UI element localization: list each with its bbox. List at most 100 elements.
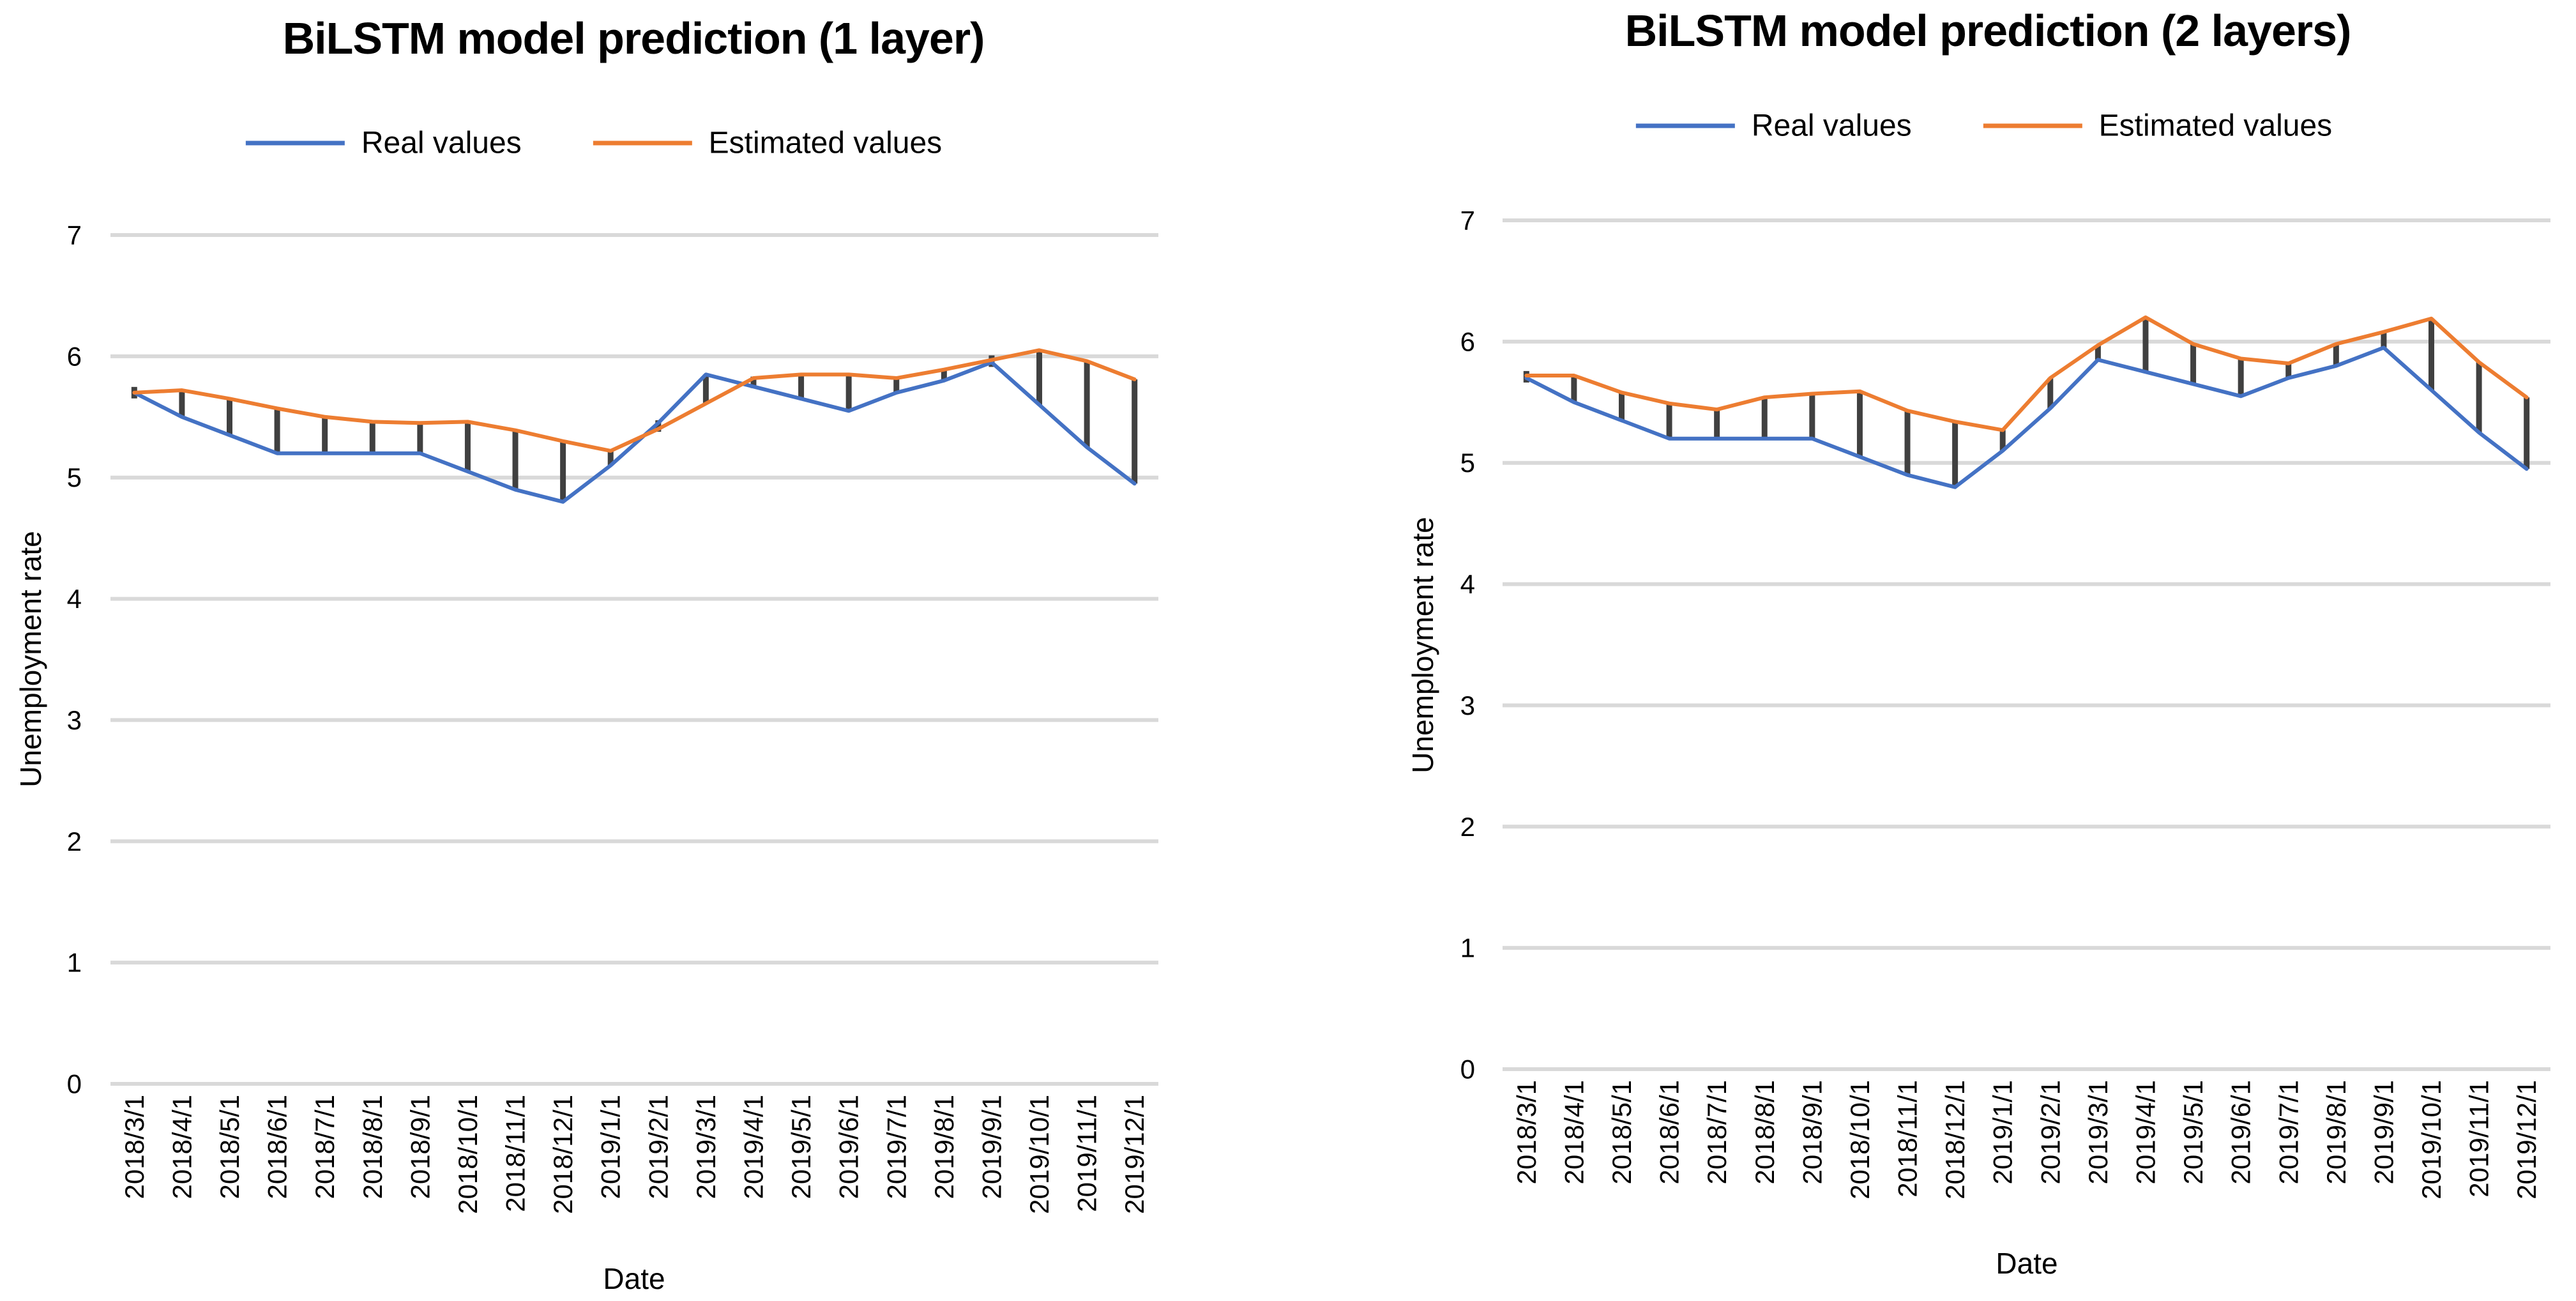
error-bar	[464, 422, 471, 472]
error-bar	[2095, 345, 2101, 360]
x-tick-label: 2018/11/1	[1893, 1080, 1923, 1198]
real-series-line-icon	[1635, 123, 1735, 128]
x-tick-label: 2019/6/1	[2226, 1080, 2256, 1185]
error-bar	[2333, 344, 2339, 366]
x-tick-label: 2019/9/1	[2368, 1080, 2398, 1185]
error-bar	[2238, 358, 2244, 397]
error-bar	[2428, 318, 2435, 390]
real-values-line	[132, 360, 1137, 504]
error-bar	[1809, 393, 1815, 439]
x-tick-label: 2018/6/1	[1655, 1080, 1685, 1185]
error-bar	[1714, 409, 1720, 439]
error-bar	[322, 416, 328, 453]
chart1-title: BiLSTM model prediction (1 layer)	[282, 13, 985, 63]
y-tick-label: 2	[1460, 812, 1475, 842]
x-tick-label: 2019/8/1	[2321, 1080, 2351, 1185]
x-tick-label: 2019/7/1	[2273, 1080, 2303, 1185]
x-tick-label: 2018/3/1	[119, 1095, 149, 1199]
error-bar	[1618, 392, 1625, 421]
error-bar	[512, 430, 519, 490]
legend-label-real: Real values	[1751, 109, 1912, 143]
y-tick-label: 1	[1460, 933, 1475, 963]
error-bar	[1952, 422, 1959, 487]
chart1-legend: Real values Estimated values	[245, 126, 943, 161]
legend-item-estimated: Estimated values	[593, 126, 943, 161]
error-bar	[560, 441, 566, 502]
x-tick-label: 2018/10/1	[453, 1095, 483, 1214]
x-tick-label: 2019/7/1	[881, 1095, 911, 1199]
x-tick-label: 2018/4/1	[1559, 1080, 1589, 1185]
y-tick-label: 0	[67, 1069, 82, 1099]
real-values-line	[1524, 346, 2529, 489]
y-tick-label: 4	[1460, 569, 1475, 599]
x-tick-label: 2018/10/1	[1845, 1080, 1875, 1199]
x-tick-label: 2018/7/1	[1702, 1080, 1732, 1185]
error-bar	[226, 399, 232, 436]
y-tick-label: 1	[67, 948, 82, 978]
legend-item-real: Real values	[1635, 109, 1912, 144]
error-bar	[1856, 391, 1863, 457]
error-bar	[1904, 411, 1911, 475]
error-bar	[1084, 361, 1090, 448]
y-tick-label: 6	[1460, 326, 1475, 356]
error-bar	[941, 369, 947, 381]
chart1-y-axis-title: Unemployment rate	[14, 531, 47, 787]
x-tick-label: 2018/8/1	[358, 1095, 388, 1199]
legend-label-estimated: Estimated values	[708, 126, 943, 160]
error-bar	[1999, 430, 2006, 451]
y-tick-label: 3	[1460, 690, 1475, 720]
y-tick-label: 7	[67, 220, 82, 250]
error-bar	[702, 374, 709, 404]
error-bar	[1666, 403, 1672, 439]
x-tick-label: 2019/6/1	[834, 1095, 864, 1199]
error-bar	[1761, 397, 1768, 439]
chart2-x-axis-title: Date	[1996, 1247, 2058, 1280]
error-bar	[1036, 350, 1043, 405]
x-tick-label: 2018/4/1	[167, 1095, 197, 1199]
y-tick-label: 3	[67, 705, 82, 735]
error-bar	[845, 374, 852, 411]
error-bar	[1132, 379, 1138, 484]
x-tick-label: 2019/2/1	[2035, 1080, 2065, 1185]
error-bar	[893, 378, 900, 393]
x-tick-label: 2019/12/1	[2512, 1080, 2542, 1199]
x-tick-label: 2019/8/1	[929, 1095, 959, 1199]
x-tick-label: 2019/5/1	[2178, 1080, 2208, 1185]
legend-item-estimated: Estimated values	[1983, 109, 2333, 144]
x-tick-label: 2019/9/1	[976, 1095, 1006, 1199]
legend-label-estimated: Estimated values	[2098, 109, 2333, 143]
estimated-series-line-icon	[593, 141, 692, 146]
x-tick-label: 2019/3/1	[2083, 1080, 2113, 1185]
x-tick-label: 2018/11/1	[501, 1095, 531, 1212]
x-tick-label: 2018/6/1	[262, 1095, 292, 1199]
x-tick-label: 2018/9/1	[1797, 1080, 1827, 1185]
x-tick-label: 2019/1/1	[596, 1095, 626, 1199]
error-bar	[369, 422, 375, 453]
y-tick-label: 5	[1460, 448, 1475, 478]
error-bar	[750, 376, 757, 388]
legend-item-real: Real values	[245, 126, 522, 161]
x-tick-label: 2018/5/1	[215, 1095, 245, 1199]
error-bar	[2142, 317, 2149, 372]
error-bar	[417, 423, 423, 453]
error-bar	[655, 420, 662, 432]
estimated-values-line	[132, 348, 1137, 453]
y-tick-label: 5	[67, 462, 82, 492]
x-tick-label: 2019/4/1	[2130, 1080, 2160, 1185]
y-tick-label: 7	[1460, 206, 1475, 236]
estimated-series-line-icon	[1983, 123, 2082, 128]
x-tick-label: 2018/7/1	[310, 1095, 340, 1199]
x-tick-label: 2018/9/1	[405, 1095, 435, 1199]
x-tick-label: 2018/8/1	[1750, 1080, 1780, 1185]
x-tick-label: 2019/1/1	[1988, 1080, 2018, 1185]
real-series-line-icon	[245, 141, 345, 146]
legend-label-real: Real values	[361, 126, 522, 160]
x-tick-label: 2019/2/1	[643, 1095, 673, 1199]
error-bar	[2524, 397, 2530, 469]
error-bar	[179, 390, 185, 417]
x-tick-label: 2019/12/1	[1119, 1095, 1149, 1214]
y-tick-label: 2	[67, 826, 82, 856]
error-bar	[2476, 362, 2482, 433]
y-tick-label: 6	[67, 341, 82, 371]
x-tick-label: 2018/3/1	[1512, 1080, 1542, 1185]
